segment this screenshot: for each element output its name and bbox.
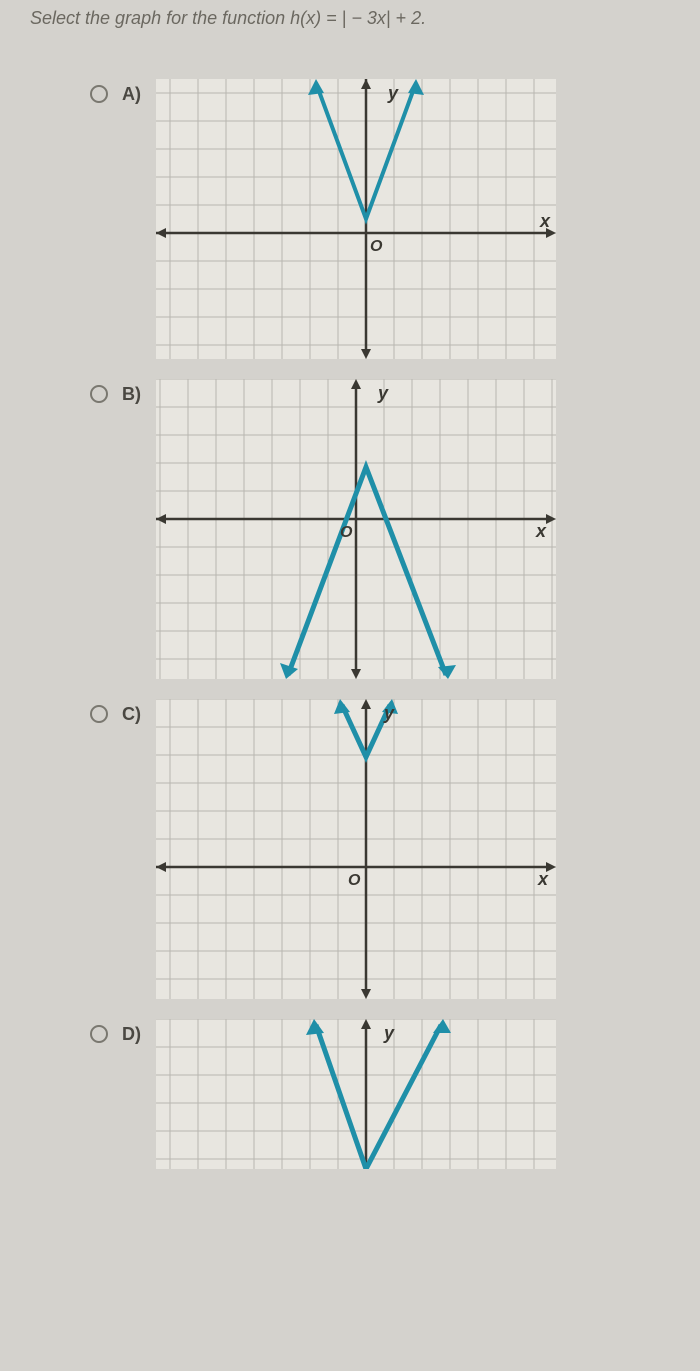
graph-d: y xyxy=(156,1019,556,1169)
graph-b: y x O xyxy=(156,379,556,679)
option-d[interactable]: D) xyxy=(90,1019,700,1169)
radio-b[interactable] xyxy=(90,385,108,403)
option-b-label: B) xyxy=(122,384,156,405)
y-axis-label: y xyxy=(377,383,389,403)
radio-c[interactable] xyxy=(90,705,108,723)
question-text: Select the graph for the function h(x) =… xyxy=(0,0,700,29)
graph-a: y x O xyxy=(156,79,556,359)
option-c[interactable]: C) xyxy=(90,699,700,999)
radio-a[interactable] xyxy=(90,85,108,103)
option-b[interactable]: B) xyxy=(90,379,700,679)
graph-c: y x O xyxy=(156,699,556,999)
x-axis-label: x xyxy=(539,211,551,231)
y-axis-label: y xyxy=(387,83,399,103)
radio-d[interactable] xyxy=(90,1025,108,1043)
options-container: A) xyxy=(0,29,700,1169)
y-axis-label: y xyxy=(383,1023,395,1043)
origin-label: O xyxy=(348,872,361,889)
origin-label: O xyxy=(370,238,383,255)
origin-label: O xyxy=(340,524,353,541)
y-axis-label: y xyxy=(383,703,395,723)
option-a-label: A) xyxy=(122,84,156,105)
x-axis-label: x xyxy=(537,869,549,889)
x-axis-label: x xyxy=(535,521,547,541)
option-d-label: D) xyxy=(122,1024,156,1045)
option-a[interactable]: A) xyxy=(90,79,700,359)
option-c-label: C) xyxy=(122,704,156,725)
